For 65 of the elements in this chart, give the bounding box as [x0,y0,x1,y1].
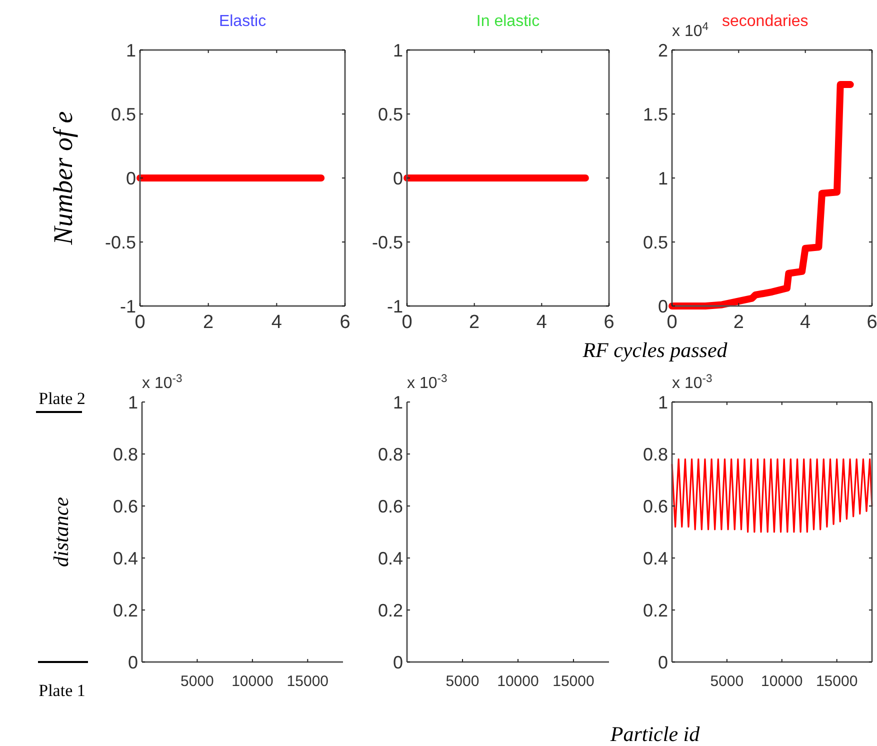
y-tick-label: 2 [658,40,668,60]
y-tick-label: 0.5 [110,104,136,124]
x-axis-title: RF cycles passed [582,338,728,362]
y-tick-label: 0.2 [112,600,138,620]
x-tick-label: 15000 [816,673,858,690]
x-axis-title: Particle id [609,722,700,746]
text: x 10$^{-3}$ [142,373,182,392]
y-tick-label: 1 [128,392,138,412]
y-tick-label: 0.5 [378,104,403,124]
text: Plate 1 [38,681,86,700]
y-axis-title: Number of e [48,111,78,246]
y-tick-label: 0 [128,652,138,672]
y-tick-label: 0.4 [378,548,403,568]
y-tick-label: 0.6 [642,496,668,516]
y-tick-label: 0.8 [112,444,138,464]
line-series [671,458,873,533]
x-tick-label: 6 [866,312,877,333]
x-tick-label: 5000 [180,673,214,690]
y-tick-label: 0.5 [642,232,668,252]
y-tick-label: 0.6 [378,496,403,516]
text: x 10$^{-3}$ [407,373,448,392]
y-tick-label: 1 [658,168,668,188]
y-tick-label: 1 [658,392,668,412]
y-axis-title: distance [49,497,73,567]
x-tick-label: 5000 [710,673,744,690]
text: x 10$^{-3}$ [672,373,712,392]
x-tick-label: 5000 [446,673,480,690]
x-tick-label: 10000 [761,673,803,690]
y-tick-label: 0 [392,168,403,188]
x-tick-label: 4 [271,312,282,333]
text: Plate 2 [38,389,86,408]
y-tick-label: 0.4 [112,548,138,568]
x-tick-label: 2 [469,312,480,333]
x-tick-label: 2 [733,312,744,333]
y-tick-label: -0.5 [104,232,136,252]
y-tick-label: -1 [386,296,403,316]
y-tick-label: 0 [392,652,403,672]
y-tick-label: 0.2 [378,600,403,620]
y-tick-label: 0 [126,168,136,188]
x-tick-label: 4 [800,312,812,333]
x-tick-label: 10000 [232,673,274,690]
x-tick-label: 15000 [552,673,594,690]
text: x 10$^{4}$ [672,21,708,40]
y-tick-label: 0.2 [642,600,668,620]
y-tick-label: -0.5 [372,232,403,252]
x-tick-label: 2 [203,312,214,333]
x-tick-label: 6 [340,312,350,333]
y-tick-label: 0.4 [642,548,668,568]
x-tick-label: 10000 [497,673,539,690]
y-tick-label: 0.8 [642,444,668,464]
chart-title: In elastic [476,13,540,30]
y-tick-label: 0.6 [112,496,138,516]
x-tick-label: 15000 [286,673,329,690]
x-tick-label: 4 [536,312,548,333]
y-tick-label: -1 [120,296,136,316]
y-tick-label: 1 [392,40,403,60]
chart-title: secondaries [722,13,808,30]
x-tick-label: 6 [604,312,614,333]
y-tick-label: 1 [392,392,403,412]
y-tick-label: 0 [658,652,668,672]
y-tick-label: 1 [126,40,136,60]
y-tick-label: 1.5 [642,104,668,124]
chart-title: Elastic [218,13,266,30]
y-tick-label: 0.8 [378,444,403,464]
y-tick-label: 0 [658,296,668,316]
